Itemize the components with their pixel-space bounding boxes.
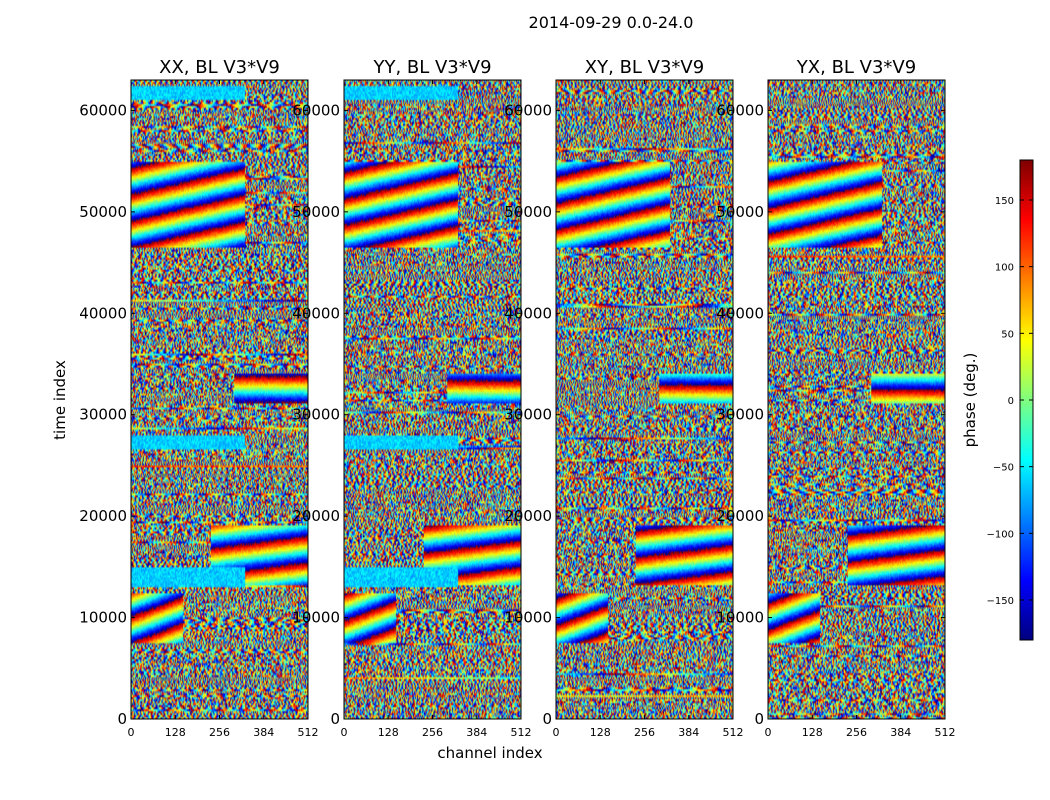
y-tick-label: 30000 (716, 406, 764, 424)
x-tick-label: 128 (590, 726, 611, 739)
panel-xy: XY, BL V3*V9 0 128 256 384 512 0 10000 20000 3000… (504, 57, 743, 739)
colorbar-tick-label: −150 (987, 596, 1014, 607)
y-tick-label: 40000 (79, 304, 127, 322)
y-tick-label: 0 (754, 710, 764, 728)
panel-yy: YY, BL V3*V9 0 128 256 384 512 0 10000 20000 3000… (292, 57, 531, 739)
colorbar-label: phase (deg.) (961, 353, 979, 448)
y-tick-label: 50000 (504, 203, 552, 221)
x-tick-label: 0 (341, 726, 348, 739)
panel-title: YY, BL V3*V9 (372, 57, 491, 78)
colorbar-tick-label: 100 (995, 263, 1014, 274)
x-tick-label: 512 (298, 726, 319, 739)
x-tick-label: 384 (253, 726, 274, 739)
y-tick-label: 60000 (292, 101, 340, 119)
y-tick-label: 10000 (504, 609, 552, 627)
y-tick-label: 60000 (716, 101, 764, 119)
x-tick-label: 128 (802, 726, 823, 739)
y-tick-label: 10000 (292, 609, 340, 627)
y-tick-label: 50000 (292, 203, 340, 221)
x-tick-label: 0 (765, 726, 772, 739)
colorbar-tick-label: 0 (1008, 396, 1014, 407)
phase-heatmap-image (768, 80, 945, 719)
x-tick-label: 512 (723, 726, 744, 739)
x-tick-label: 256 (209, 726, 230, 739)
x-tick-label: 128 (165, 726, 186, 739)
panel-title: YX, BL V3*V9 (796, 57, 916, 78)
panel-xx: XX, BL V3*V9 0 128 256 384 512 0 10000 20000 3000… (79, 57, 318, 739)
y-tick-label: 50000 (79, 203, 127, 221)
y-tick-label: 20000 (292, 507, 340, 525)
x-tick-label: 384 (466, 726, 487, 739)
y-axis-label: time index (51, 360, 69, 440)
y-tick-label: 0 (542, 710, 552, 728)
colorbar-tick-label: 50 (1001, 329, 1014, 340)
y-tick-label: 60000 (504, 101, 552, 119)
panel-title: XY, BL V3*V9 (585, 57, 704, 78)
x-tick-label: 512 (511, 726, 532, 739)
y-tick-label: 10000 (716, 609, 764, 627)
y-tick-label: 0 (117, 710, 127, 728)
x-tick-label: 512 (935, 726, 956, 739)
y-tick-label: 20000 (504, 507, 552, 525)
x-tick-label: 128 (378, 726, 399, 739)
y-tick-label: 30000 (504, 406, 552, 424)
y-tick-label: 0 (330, 710, 340, 728)
y-tick-label: 40000 (504, 304, 552, 322)
x-tick-label: 256 (422, 726, 443, 739)
x-tick-label: 0 (553, 726, 560, 739)
y-tick-label: 10000 (79, 609, 127, 627)
panel-title: XX, BL V3*V9 (159, 57, 280, 78)
phase-heatmap-image (131, 80, 308, 719)
figure-suptitle: 2014-09-29 0.0-24.0 (529, 13, 694, 32)
colorbar-tick-label: −100 (987, 529, 1014, 540)
y-tick-label: 50000 (716, 203, 764, 221)
y-tick-label: 20000 (79, 507, 127, 525)
colorbar: −150 −100 −50 0 50 100 150 (987, 159, 1034, 641)
y-tick-label: 30000 (292, 406, 340, 424)
y-tick-label: 20000 (716, 507, 764, 525)
x-tick-label: 0 (128, 726, 135, 739)
x-axis-label: channel index (437, 744, 542, 762)
heatmap-panels: XX, BL V3*V9 0 128 256 384 512 0 10000 20000 3000… (79, 57, 955, 739)
panel-yx: YX, BL V3*V9 0 128 256 384 512 0 10000 20000 3000… (716, 57, 955, 739)
y-tick-label: 60000 (79, 101, 127, 119)
x-tick-label: 384 (678, 726, 699, 739)
colorbar-tick-label: 150 (995, 196, 1014, 207)
colorbar-tick-label: −50 (993, 463, 1014, 474)
x-tick-label: 384 (890, 726, 911, 739)
y-tick-label: 40000 (716, 304, 764, 322)
phase-heatmap-image (344, 80, 521, 719)
x-tick-label: 256 (634, 726, 655, 739)
x-tick-label: 256 (846, 726, 867, 739)
y-tick-label: 30000 (79, 406, 127, 424)
y-tick-label: 40000 (292, 304, 340, 322)
phase-heatmap-image (556, 80, 733, 719)
